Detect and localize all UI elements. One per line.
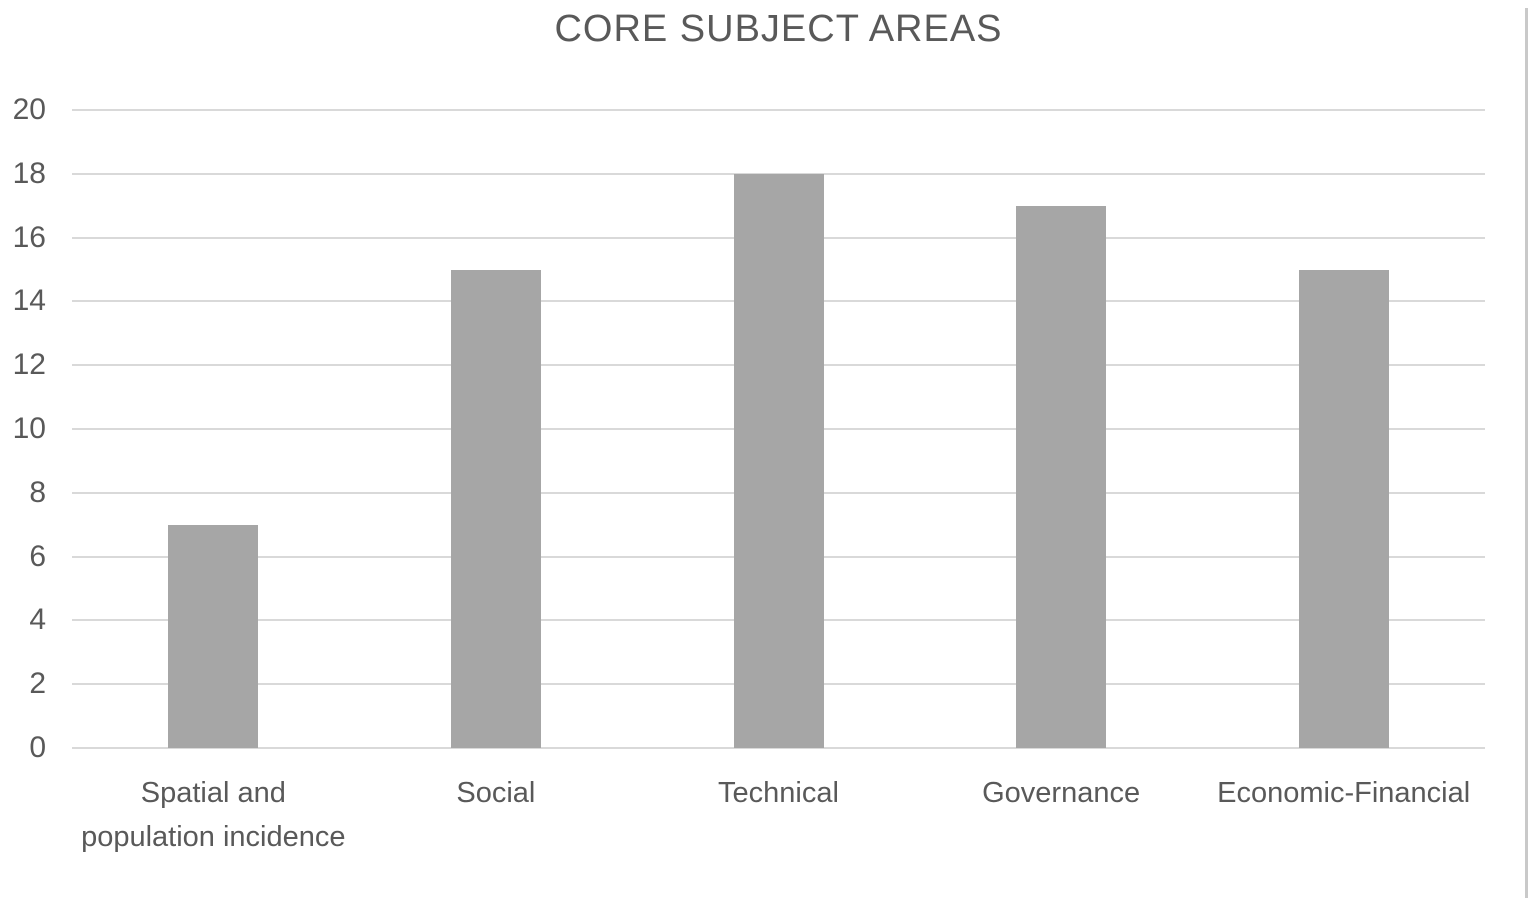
bar xyxy=(733,173,824,748)
y-tick-label: 4 xyxy=(29,603,46,637)
bar xyxy=(168,524,259,748)
x-axis-category-label: Spatial and population incidence xyxy=(81,777,346,853)
y-tick-label: 10 xyxy=(12,412,46,445)
y-tick-label: 16 xyxy=(12,220,46,254)
x-axis-category-label: Social xyxy=(456,777,536,809)
gridline xyxy=(72,109,1485,111)
x-axis-category-label: Economic-Financial xyxy=(1217,777,1471,809)
y-tick-label: 2 xyxy=(29,667,46,701)
chart-title: CORE SUBJECT AREAS xyxy=(554,8,1003,50)
x-axis-category-label: Governance xyxy=(982,777,1141,809)
x-axis-category-label: Technical xyxy=(718,777,839,809)
gridline xyxy=(72,172,1485,175)
bar xyxy=(1298,269,1389,748)
plot-area xyxy=(72,109,1485,749)
y-tick-label: 0 xyxy=(29,731,46,764)
y-tick-label: 14 xyxy=(12,284,46,318)
bar xyxy=(1016,205,1107,748)
y-tick-label: 18 xyxy=(12,156,46,190)
y-tick-label: 6 xyxy=(29,539,46,573)
page-edge-line xyxy=(1525,8,1528,898)
gridline xyxy=(72,747,1485,749)
y-tick-label: 8 xyxy=(29,475,46,509)
y-tick-label: 20 xyxy=(12,93,46,126)
y-tick-label: 12 xyxy=(12,348,46,382)
bar xyxy=(450,269,541,748)
